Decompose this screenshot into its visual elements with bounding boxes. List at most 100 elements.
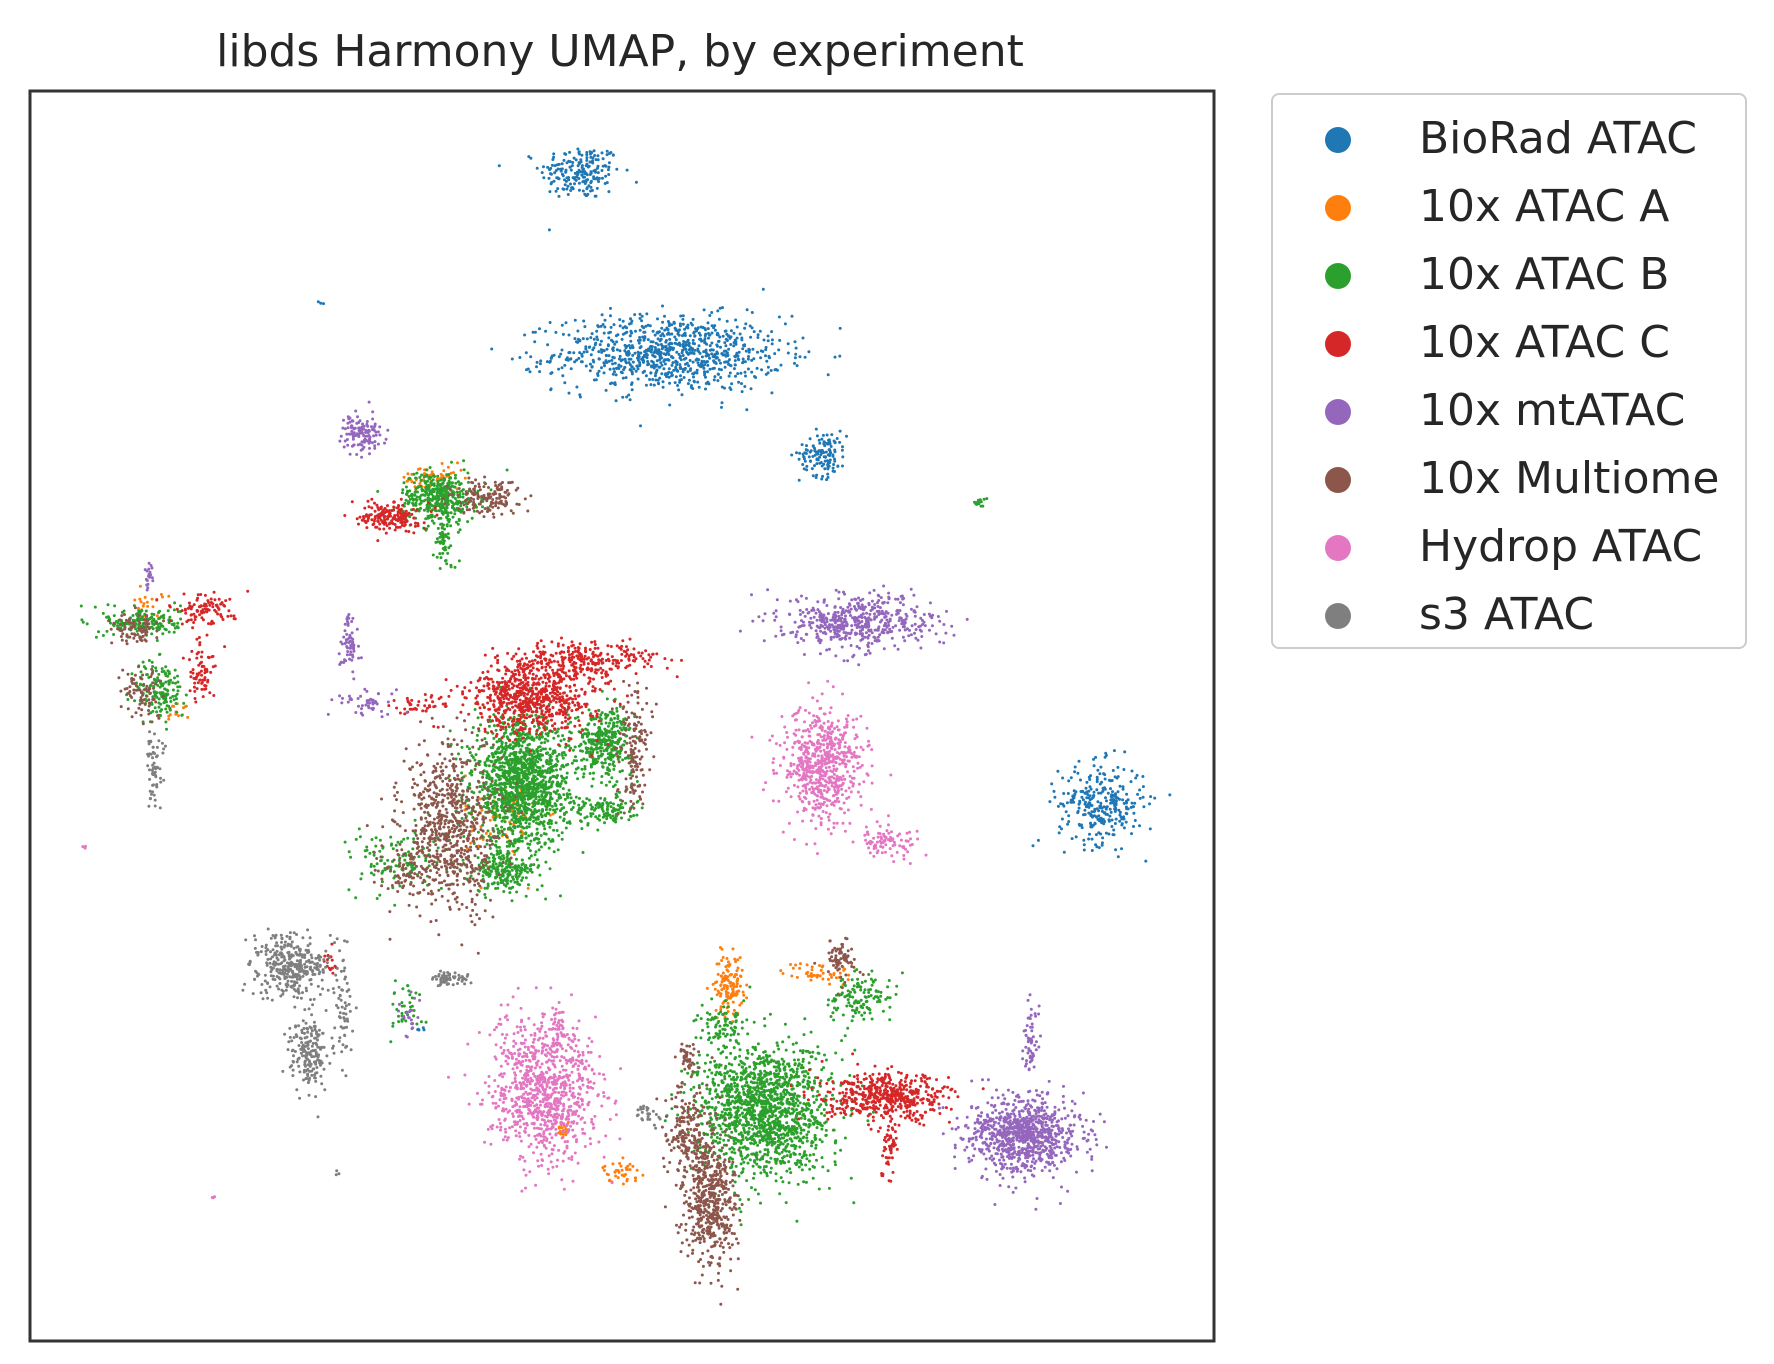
data-point xyxy=(813,449,817,453)
data-point xyxy=(555,754,559,758)
data-point xyxy=(171,704,174,708)
data-point xyxy=(357,827,361,831)
data-point xyxy=(726,960,730,964)
data-point xyxy=(481,874,485,878)
data-point xyxy=(160,667,164,671)
data-point xyxy=(446,465,450,469)
data-point xyxy=(638,316,642,320)
data-point xyxy=(176,714,180,718)
data-point xyxy=(584,347,588,351)
data-point xyxy=(533,330,537,334)
data-point xyxy=(492,804,496,808)
data-point xyxy=(567,333,571,337)
data-point xyxy=(457,752,460,756)
data-point xyxy=(621,358,624,362)
data-point xyxy=(516,797,520,801)
data-point xyxy=(562,765,566,769)
data-point xyxy=(1116,790,1120,794)
data-point xyxy=(735,336,739,340)
data-point xyxy=(634,329,637,333)
data-point xyxy=(728,962,732,966)
data-point xyxy=(628,726,632,730)
data-point xyxy=(599,742,603,746)
data-point xyxy=(532,863,536,867)
data-point xyxy=(523,769,527,773)
data-point xyxy=(466,471,470,475)
data-point xyxy=(532,761,536,765)
data-point xyxy=(610,727,614,731)
data-point xyxy=(424,517,428,521)
data-point xyxy=(526,842,530,846)
data-point xyxy=(605,361,609,364)
data-point xyxy=(585,158,589,162)
data-point xyxy=(610,776,614,780)
data-point xyxy=(620,337,624,341)
data-point xyxy=(496,881,500,885)
data-point xyxy=(819,461,823,464)
data-point xyxy=(101,634,105,637)
data-point xyxy=(440,525,444,529)
data-point xyxy=(518,750,522,754)
data-point xyxy=(652,351,656,354)
data-point xyxy=(568,150,572,154)
data-point xyxy=(766,371,770,375)
data-point xyxy=(604,721,608,725)
data-point xyxy=(714,352,717,356)
data-point xyxy=(1088,778,1092,781)
data-point xyxy=(591,777,595,781)
point-cluster xyxy=(416,1026,426,1032)
data-point xyxy=(1031,844,1035,848)
data-point xyxy=(579,819,582,823)
data-point xyxy=(468,783,472,787)
data-point xyxy=(805,468,809,472)
data-point xyxy=(638,312,642,316)
data-point xyxy=(660,363,664,367)
data-point xyxy=(1114,803,1118,807)
data-point xyxy=(711,982,715,986)
data-point xyxy=(451,490,455,494)
data-point xyxy=(569,182,572,186)
data-point xyxy=(805,963,809,967)
data-point xyxy=(520,796,524,800)
data-point xyxy=(707,332,710,335)
data-point xyxy=(524,894,528,898)
data-point xyxy=(150,632,154,636)
data-point xyxy=(670,342,674,346)
data-point xyxy=(476,716,480,720)
data-point xyxy=(520,858,524,862)
data-point xyxy=(609,314,612,318)
data-point xyxy=(625,168,629,172)
data-point xyxy=(105,615,109,619)
data-point xyxy=(505,468,509,472)
data-point xyxy=(524,864,528,867)
data-point xyxy=(620,1168,624,1172)
data-point xyxy=(607,161,611,165)
data-point xyxy=(524,801,528,805)
data-point xyxy=(608,152,611,155)
data-point xyxy=(734,960,738,964)
data-point xyxy=(494,728,498,732)
data-point xyxy=(511,778,515,782)
data-point xyxy=(615,706,619,710)
data-point xyxy=(528,732,532,736)
data-point xyxy=(836,464,840,468)
data-point xyxy=(720,352,724,356)
data-point xyxy=(538,737,541,741)
data-point xyxy=(597,350,601,354)
data-point xyxy=(589,353,593,357)
data-point xyxy=(461,495,465,499)
data-point xyxy=(506,778,510,782)
data-point xyxy=(172,623,176,627)
data-point xyxy=(833,441,837,445)
data-point xyxy=(579,812,583,816)
data-point xyxy=(593,343,597,347)
data-point xyxy=(602,331,606,335)
data-point xyxy=(642,354,646,358)
data-point xyxy=(621,395,625,399)
data-point xyxy=(1100,843,1104,847)
data-point xyxy=(565,356,569,360)
data-point xyxy=(742,993,746,997)
data-point xyxy=(672,346,675,350)
data-point xyxy=(747,350,751,354)
data-point xyxy=(532,738,536,742)
